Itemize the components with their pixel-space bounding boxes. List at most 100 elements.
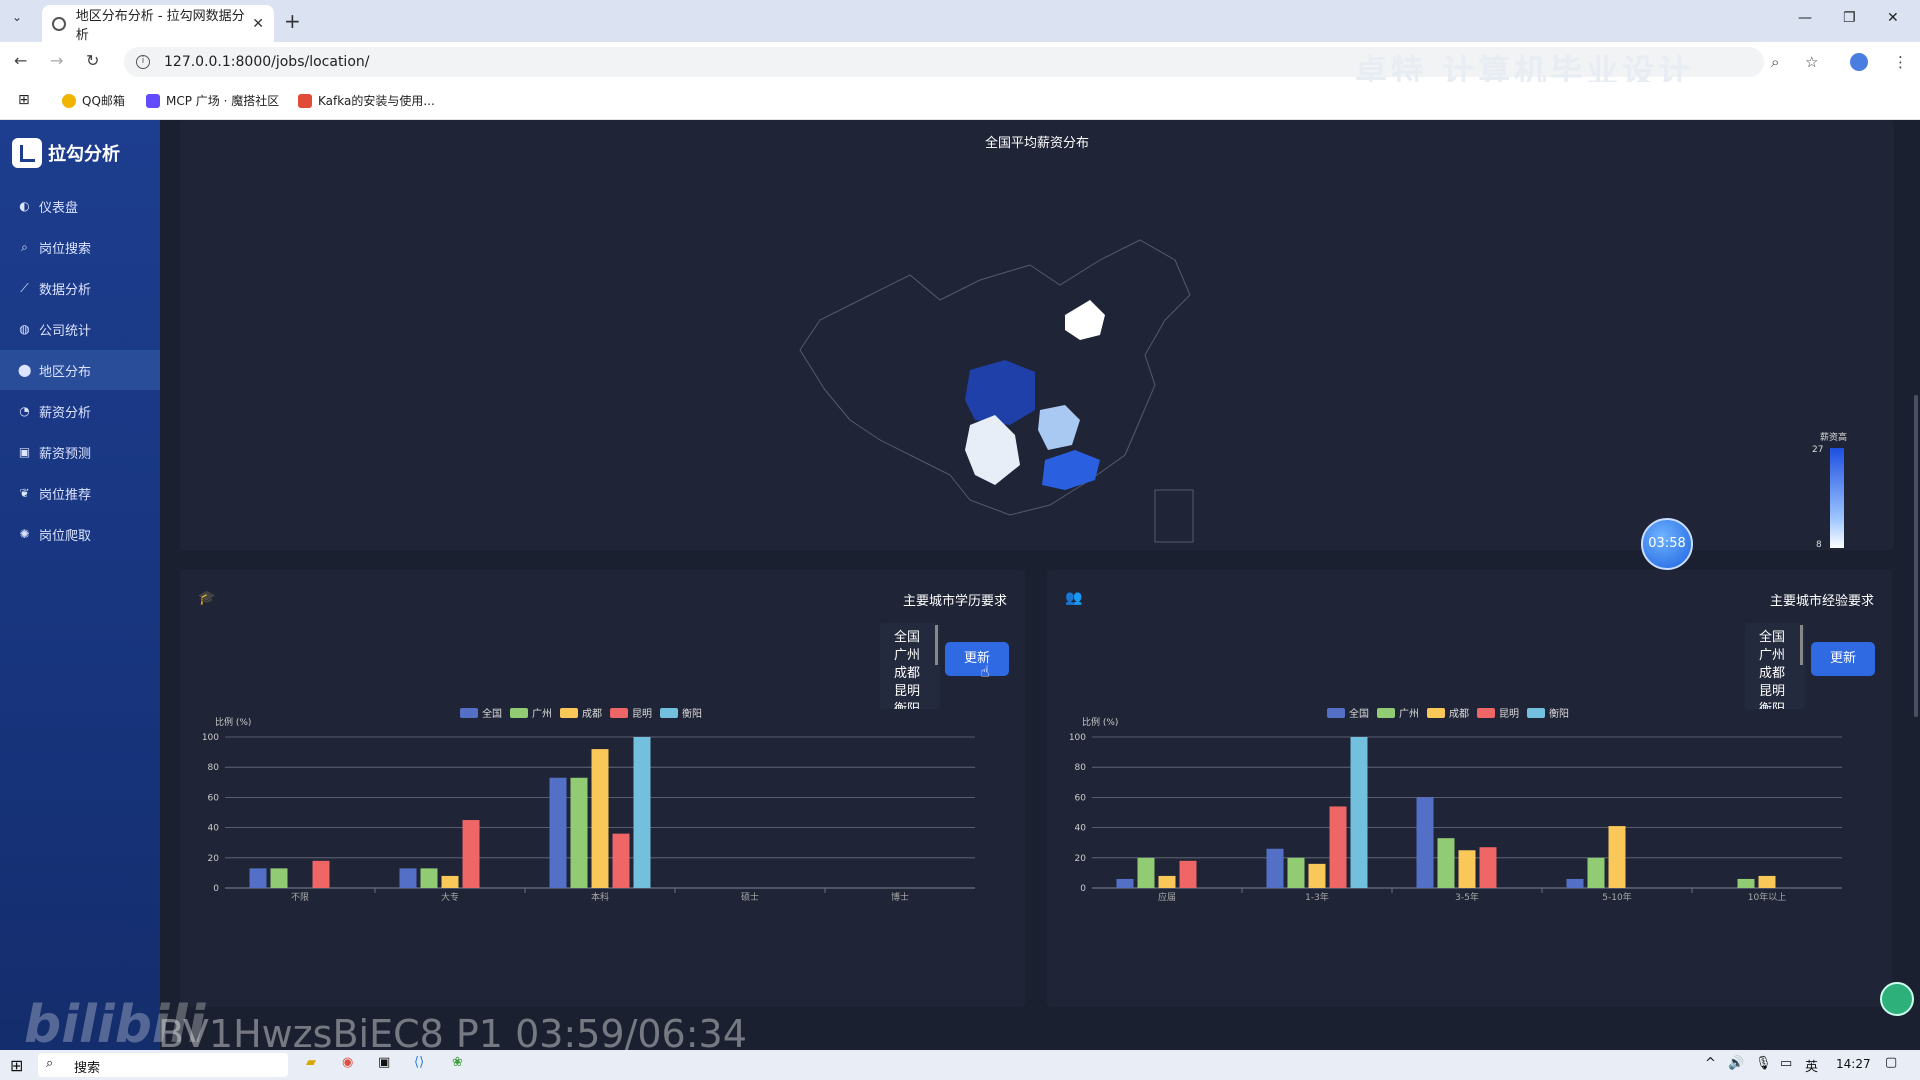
sidebar-item-3[interactable]: ◍ 公司统计 xyxy=(0,309,160,349)
education-title: 主要城市学历要求 xyxy=(902,594,1007,609)
salary-color-scale[interactable] xyxy=(1830,448,1844,548)
y-tick-label: 100 xyxy=(202,733,219,743)
app-logo[interactable]: 拉勾分析 xyxy=(12,138,120,168)
profile-avatar[interactable] xyxy=(1850,53,1868,71)
site-info-icon[interactable]: i xyxy=(136,55,150,69)
sidebar-item-8[interactable]: ✺ 岗位爬取 xyxy=(0,514,160,554)
bookmark-star-icon[interactable]: ☆ xyxy=(1805,53,1819,71)
browser-tab-strip: ⌄ 地区分布分析 - 拉勾网数据分析 ✕ + — ❐ ✕ xyxy=(0,0,1920,43)
address-toolbar: ← → ↻ i 127.0.0.1:8000/jobs/location/ 卓特… xyxy=(0,42,1920,90)
chrome-icon[interactable]: ◉ xyxy=(342,1055,354,1070)
y-tick-label: 20 xyxy=(208,854,220,864)
sidebar-item-2[interactable]: ⟋ 数据分析 xyxy=(0,268,160,308)
tab-list-dropdown-icon[interactable]: ⌄ xyxy=(12,10,23,24)
tab-close-icon[interactable]: ✕ xyxy=(252,15,264,32)
vscode-icon[interactable]: ⟨⟩ xyxy=(414,1055,425,1070)
bar-昆明-大专 xyxy=(462,820,480,888)
city-option[interactable]: 全国 xyxy=(894,630,921,645)
city-option[interactable]: 昆明 xyxy=(894,684,921,699)
sidebar: 拉勾分析 ◐ 仪表盘 ⌕ 岗位搜索 ⟋ 数据分析 ◍ 公司统计 ⬤ 地区分布 ◔ 薪资分析 ▣ 薪资预测 ❦… xyxy=(0,120,160,1050)
sidebar-item-0[interactable]: ◐ 仪表盘 xyxy=(0,186,160,226)
legend-item[interactable]: 广州 xyxy=(1377,705,1419,720)
bar-广州-1-3年 xyxy=(1287,857,1305,888)
sidebar-item-5[interactable]: ◔ 薪资分析 xyxy=(0,391,160,431)
bookmark-qqmail[interactable]: QQ邮箱 xyxy=(62,92,125,109)
select-scrollbar[interactable] xyxy=(935,625,938,665)
education-update-button[interactable]: 更新 xyxy=(945,642,1009,676)
input-method-indicator[interactable]: 英 xyxy=(1805,1060,1819,1075)
notifications-icon[interactable]: ▢ xyxy=(1885,1055,1898,1070)
zoom-icon[interactable]: ⌕ xyxy=(1771,53,1780,71)
select-scrollbar[interactable] xyxy=(1800,625,1803,665)
city-option[interactable]: 成都 xyxy=(1759,666,1786,681)
legend-swatch xyxy=(660,707,678,718)
recording-timer[interactable]: 03:58 xyxy=(1641,518,1693,570)
floating-assistant-icon[interactable] xyxy=(1880,982,1914,1016)
y-tick-label: 60 xyxy=(208,793,220,803)
windows-start-icon[interactable]: ⊞ xyxy=(10,1056,24,1075)
minimize-icon[interactable]: — xyxy=(1798,10,1812,26)
file-explorer-icon[interactable]: ▰ xyxy=(306,1055,316,1070)
bar-广州-不限 xyxy=(270,868,288,888)
legend-item[interactable]: 全国 xyxy=(460,705,502,720)
city-option[interactable]: 全国 xyxy=(1759,630,1786,645)
microphone-icon[interactable]: 🎙 xyxy=(1755,1056,1772,1071)
education-city-select[interactable]: 全国 广州 成都 昆明 衡阳 xyxy=(880,623,940,709)
bookmark-kafka[interactable]: Kafka的安装与使用... xyxy=(298,92,435,109)
menu-kebab-icon[interactable]: ⋮ xyxy=(1893,53,1908,71)
browser-tab-active[interactable]: 地区分布分析 - 拉勾网数据分析 ✕ xyxy=(42,5,274,43)
sidebar-item-label: 地区分布 xyxy=(39,364,92,380)
experience-city-select[interactable]: 全国 广州 成都 昆明 衡阳 xyxy=(1745,623,1805,709)
legend-label: 成都 xyxy=(1449,709,1469,720)
experience-bar-chart: 比例 (%) 0 20 40 60 80 100 应届 1-3年 3-5年 5-10年 10年以上 xyxy=(1069,716,1842,903)
x-tick-label: 5-10年 xyxy=(1602,891,1631,903)
window-close-icon[interactable]: ✕ xyxy=(1887,10,1899,26)
experience-update-button[interactable]: 更新 xyxy=(1811,642,1875,676)
city-option[interactable]: 昆明 xyxy=(1759,684,1786,699)
page-scrollbar-thumb[interactable] xyxy=(1914,395,1918,717)
app-leaf-icon[interactable]: ❀ xyxy=(452,1055,463,1070)
legend-item[interactable]: 衡阳 xyxy=(1527,705,1569,720)
legend-item[interactable]: 昆明 xyxy=(1477,705,1519,720)
sidebar-item-6[interactable]: ▣ 薪资预测 xyxy=(0,432,160,472)
forward-icon[interactable]: → xyxy=(50,51,64,70)
pycharm-icon[interactable]: ▣ xyxy=(378,1055,391,1070)
city-option[interactable]: 成都 xyxy=(894,666,921,681)
sidebar-item-7[interactable]: ❦ 岗位推荐 xyxy=(0,473,160,513)
legend-item[interactable]: 昆明 xyxy=(610,705,652,720)
main-content: 全国平均薪资分布 薪资高 27 8 薪资高 27 8 🎓 主要城市学历要求 全国… xyxy=(160,120,1920,1050)
kafka-icon xyxy=(298,93,312,108)
legend-item[interactable]: 衡阳 xyxy=(660,705,702,720)
city-option[interactable]: 衡阳 xyxy=(1759,701,1805,709)
restore-icon[interactable]: ❐ xyxy=(1843,10,1856,26)
address-bar[interactable]: i 127.0.0.1:8000/jobs/location/ xyxy=(124,47,1764,77)
city-option[interactable]: 衡阳 xyxy=(894,701,940,709)
bookmark-mcp[interactable]: MCP 广场 · 魔搭社区 xyxy=(146,92,279,109)
city-option[interactable]: 广州 xyxy=(1759,648,1786,663)
clock[interactable]: 14:27 xyxy=(1836,1057,1871,1071)
city-option[interactable]: 广州 xyxy=(894,648,921,663)
tab-favicon-icon xyxy=(52,16,66,31)
legend-item[interactable]: 成都 xyxy=(1427,705,1469,720)
bar-成都-应届 xyxy=(1158,875,1176,888)
experience-legend: 全国 广州 成都 昆明 衡阳 xyxy=(1327,705,1577,720)
volume-icon[interactable]: 🔊 xyxy=(1728,1056,1745,1071)
legend-item[interactable]: 全国 xyxy=(1327,705,1369,720)
sidebar-item-1[interactable]: ⌕ 岗位搜索 xyxy=(0,227,160,267)
bar-昆明-应届 xyxy=(1179,860,1197,888)
legend-item[interactable]: 成都 xyxy=(560,705,602,720)
tray-chevron-icon[interactable]: ^ xyxy=(1705,1056,1716,1071)
new-tab-icon[interactable]: + xyxy=(284,9,301,33)
bar-全国-5-10年 xyxy=(1566,878,1584,888)
bar-全国-应届 xyxy=(1116,878,1134,888)
x-tick-label: 不限 xyxy=(291,892,309,903)
taskbar-search-box[interactable]: ⌕ 搜索 xyxy=(38,1053,288,1077)
legend-item[interactable]: 广州 xyxy=(510,705,552,720)
network-icon[interactable]: ▭ xyxy=(1780,1056,1793,1071)
back-icon[interactable]: ← xyxy=(14,51,28,70)
apps-grid-icon[interactable]: ⊞ xyxy=(18,92,30,108)
reload-icon[interactable]: ↻ xyxy=(86,51,100,70)
salary-scale-min: 8 xyxy=(1816,540,1822,550)
sidebar-item-4[interactable]: ⬤ 地区分布 xyxy=(0,350,160,390)
bar-全国-大专 xyxy=(399,868,417,888)
